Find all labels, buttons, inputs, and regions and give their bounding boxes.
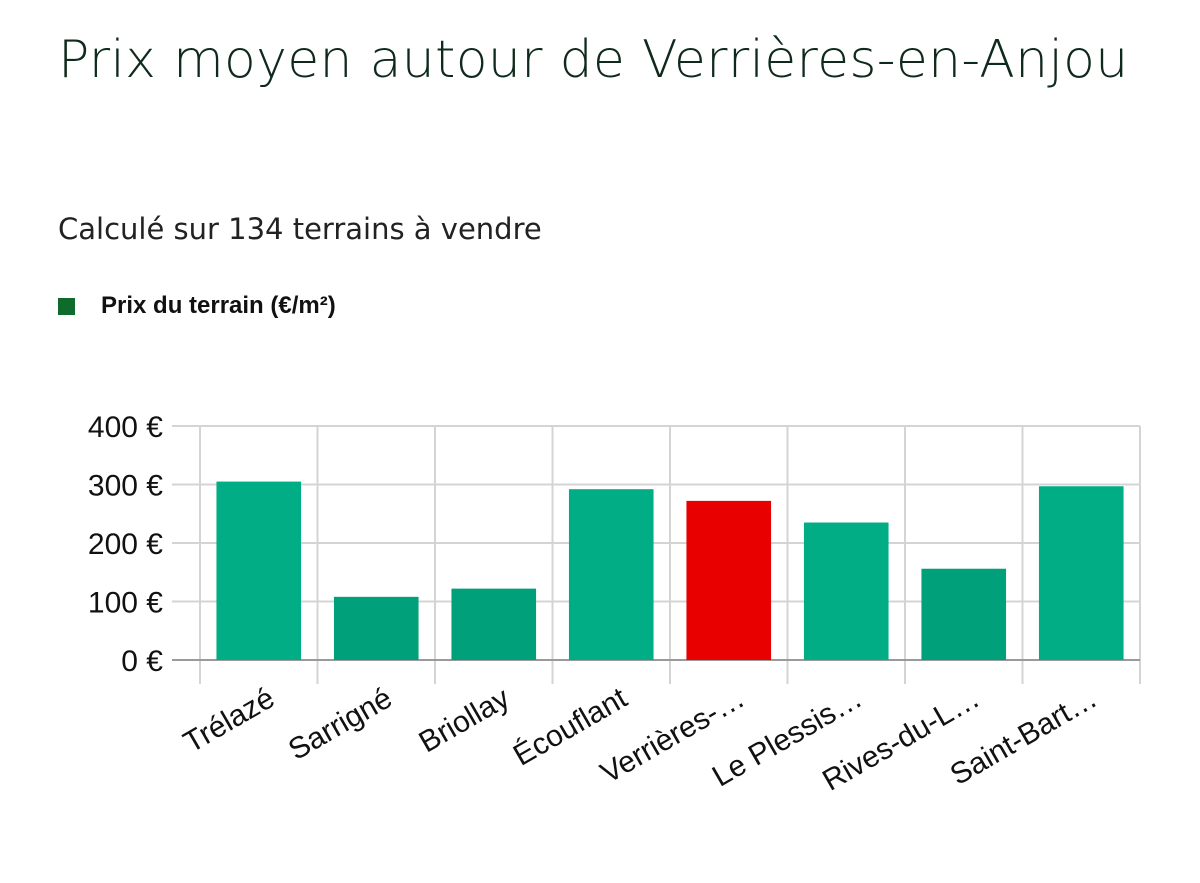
legend: Prix du terrain (€/m²) bbox=[58, 292, 336, 320]
y-tick-label: 100 € bbox=[88, 587, 163, 620]
chart-title: Prix moyen autour de Verrières-en-Anjou bbox=[58, 30, 1129, 90]
chart-subtitle: Calculé sur 134 terrains à vendre bbox=[58, 212, 542, 246]
bar-highlighted bbox=[686, 500, 772, 660]
y-tick-label: 300 € bbox=[88, 470, 163, 503]
x-category-label: Briollay bbox=[414, 681, 516, 759]
legend-label: Prix du terrain (€/m²) bbox=[101, 292, 336, 319]
bar bbox=[451, 588, 537, 660]
bars bbox=[216, 481, 1124, 660]
y-tick-label: 200 € bbox=[88, 528, 163, 561]
x-axis-labels: Trélazé Sarrigné BriollayÉcouflantVerrière… bbox=[178, 681, 1103, 797]
bar bbox=[216, 481, 302, 660]
y-tick-label: 400 € bbox=[88, 411, 163, 444]
x-category-label: Sarrigné bbox=[283, 681, 398, 766]
bar bbox=[921, 568, 1007, 660]
bar bbox=[803, 522, 889, 660]
bar bbox=[1038, 486, 1124, 660]
bar bbox=[568, 489, 654, 660]
bar bbox=[333, 596, 419, 660]
y-tick-label: 0 € bbox=[121, 645, 163, 678]
x-category-label: Trélazé bbox=[178, 681, 280, 759]
legend-swatch bbox=[58, 297, 75, 315]
y-axis-ticks: 0 € 100 € 200 € 300 € 400 € bbox=[88, 411, 163, 678]
gridlines bbox=[172, 425, 1141, 684]
